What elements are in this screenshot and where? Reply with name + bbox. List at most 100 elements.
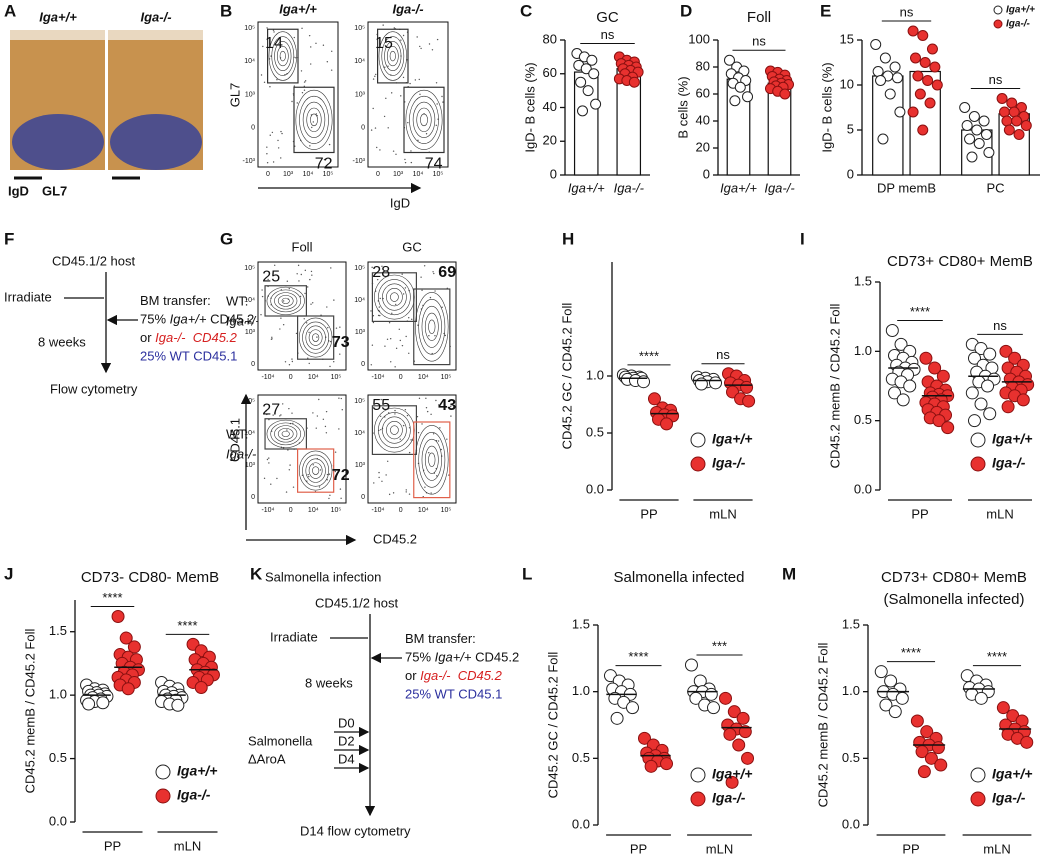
step-label: Irradiate [4, 289, 52, 304]
transfer-text: 25% WT CD45.1 [405, 687, 502, 702]
transfer-line: or Iga-/- CD45.2 [140, 330, 238, 345]
panel-label: C [520, 1, 532, 20]
y-tick-label: 0 [251, 125, 255, 132]
event-dot [268, 462, 270, 464]
gate-percentage: 14 [265, 35, 283, 52]
data-point [660, 417, 674, 431]
y-tick-label: 40 [543, 99, 557, 114]
data-point [932, 414, 946, 428]
contour [428, 452, 436, 467]
event-dot [425, 133, 428, 135]
genotype-label: Iga+/+ [279, 1, 317, 16]
event-dot [436, 38, 439, 41]
y-tick-label: 10³ [245, 462, 256, 469]
event-dot [404, 158, 406, 161]
gate [297, 448, 335, 493]
event-dot [330, 69, 333, 71]
day-label: D0 [338, 715, 355, 730]
transfer-text: Iga-/- CD45.2 [420, 668, 502, 683]
event-dot [303, 81, 306, 83]
event-dot [308, 331, 310, 334]
legend-label: Iga-/- [712, 790, 746, 806]
contour [298, 317, 333, 358]
y-tick-label: 1.5 [842, 616, 860, 631]
data-point [879, 698, 893, 712]
event-dot [265, 410, 268, 412]
x-tick-label: Iga+/+ [720, 180, 757, 195]
event-dot [276, 477, 278, 480]
event-dot [282, 324, 285, 326]
x-tick-label: -10⁴ [371, 507, 384, 514]
event-dot [402, 34, 405, 37]
x-tick-label: 0 [266, 171, 270, 178]
event-dot [402, 293, 405, 295]
data-point [725, 775, 739, 789]
transfer-text: 75% [140, 312, 170, 327]
data-point [588, 68, 600, 80]
y-tick-label: 5 [847, 121, 854, 136]
legend-label: Iga-/- [992, 790, 1026, 806]
event-dot [307, 473, 309, 476]
contour [374, 274, 415, 320]
event-dot [420, 276, 422, 278]
data-point [729, 95, 741, 107]
data-point [983, 147, 995, 158]
event-dot [333, 299, 335, 301]
event-dot [280, 414, 282, 416]
event-dot [286, 280, 289, 282]
data-point [917, 30, 929, 41]
event-dot [402, 76, 405, 79]
event-dot [410, 150, 412, 152]
contour [312, 466, 320, 475]
event-dot [374, 127, 377, 129]
y-axis-label: GL7 [227, 83, 242, 108]
event-dot [260, 313, 262, 316]
data-point [964, 133, 976, 145]
event-dot [327, 326, 329, 329]
event-dot [274, 264, 276, 267]
data-point [903, 379, 917, 393]
event-dot [309, 145, 311, 147]
event-dot [446, 438, 448, 440]
data-point [732, 738, 746, 752]
event-dot [432, 433, 435, 435]
contour [378, 31, 407, 81]
y-tick-label: 15 [840, 31, 854, 46]
event-dot [269, 86, 271, 88]
data-point [965, 386, 979, 400]
event-dot [394, 409, 396, 412]
event-dot [300, 70, 303, 72]
contour [299, 95, 329, 144]
genotype-label: Iga+/+ [39, 9, 77, 24]
event-dot [410, 439, 412, 441]
contour [305, 325, 326, 350]
contour [274, 425, 298, 443]
step-label: 8 weeks [305, 675, 353, 690]
event-dot [261, 295, 264, 298]
event-dot [380, 428, 382, 431]
event-dot [263, 477, 266, 480]
event-dot [304, 292, 306, 295]
gate-percentage: 15 [375, 35, 393, 52]
event-dot [304, 269, 307, 272]
event-dot [435, 82, 438, 84]
legend-label: Iga-/- [992, 455, 1026, 471]
event-dot [310, 63, 312, 65]
event-dot [405, 491, 407, 493]
event-dot [326, 479, 328, 481]
y-tick-label: 10⁵ [354, 265, 365, 272]
transfer-text: BM transfer: [140, 293, 211, 308]
data-point [1003, 124, 1015, 136]
event-dot [404, 287, 407, 289]
x-tick-label: 10⁴ [303, 171, 314, 178]
x-tick-label: mLN [986, 506, 1013, 521]
data-point [171, 698, 185, 712]
event-dot [426, 410, 429, 413]
panel-label: K [250, 564, 263, 583]
significance-label: ns [752, 34, 766, 49]
contour [271, 36, 295, 76]
contour [277, 295, 294, 307]
legend-label: Iga+/+ [992, 431, 1032, 447]
data-point [872, 66, 884, 77]
data-point [888, 705, 902, 719]
